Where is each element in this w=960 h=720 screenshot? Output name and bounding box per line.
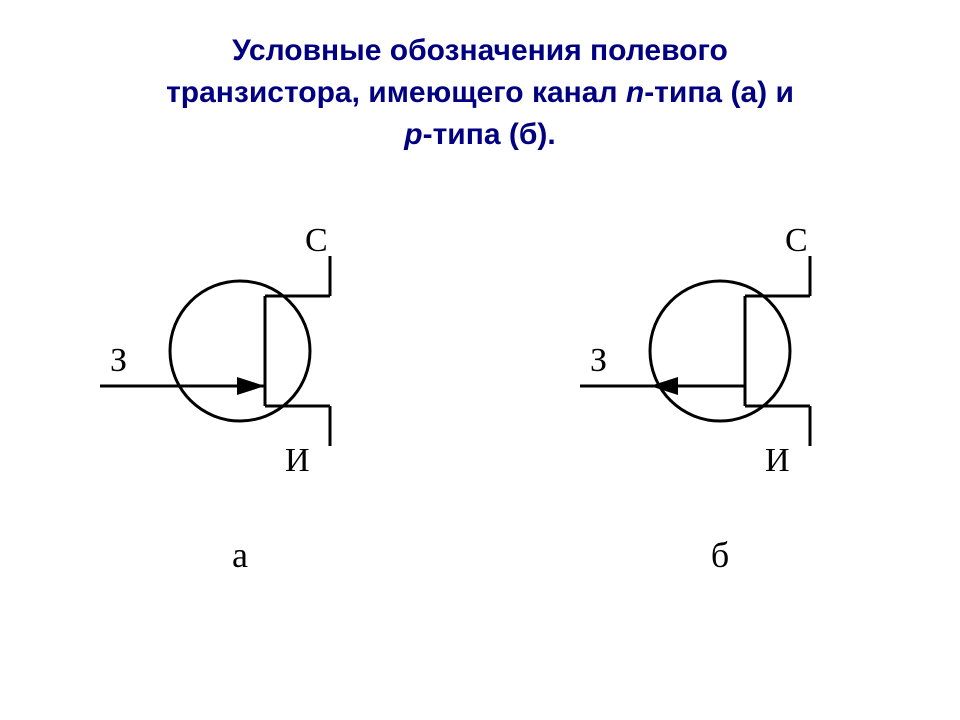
diagrams-row: З С И а З С И б (0, 196, 960, 576)
title-p-em: p (404, 118, 422, 151)
transistor-n-svg: З С И (70, 196, 410, 506)
arrow-right-icon (237, 377, 265, 395)
drain-label: С (305, 222, 328, 259)
caption-a: а (70, 534, 410, 576)
gate-label: З (110, 342, 127, 379)
title-line2-pre: транзистора, имеющего канал (166, 76, 626, 109)
transistor-circle (170, 281, 310, 421)
title-line1: Условные обозначения полевого (232, 34, 728, 67)
source-label: И (285, 442, 310, 479)
caption-b: б (550, 534, 890, 576)
transistor-p-svg: З С И (550, 196, 890, 506)
page-title: Условные обозначения полевого транзистор… (0, 0, 960, 176)
transistor-circle (650, 281, 790, 421)
drain-label: С (785, 222, 808, 259)
title-line3-post: -типа (б). (423, 118, 556, 151)
diagram-b: З С И б (550, 196, 890, 576)
title-n-em: n (626, 76, 644, 109)
title-line2-mid: -типа (а) и (644, 76, 794, 109)
diagram-a: З С И а (70, 196, 410, 576)
gate-label: З (590, 342, 607, 379)
source-label: И (765, 442, 790, 479)
